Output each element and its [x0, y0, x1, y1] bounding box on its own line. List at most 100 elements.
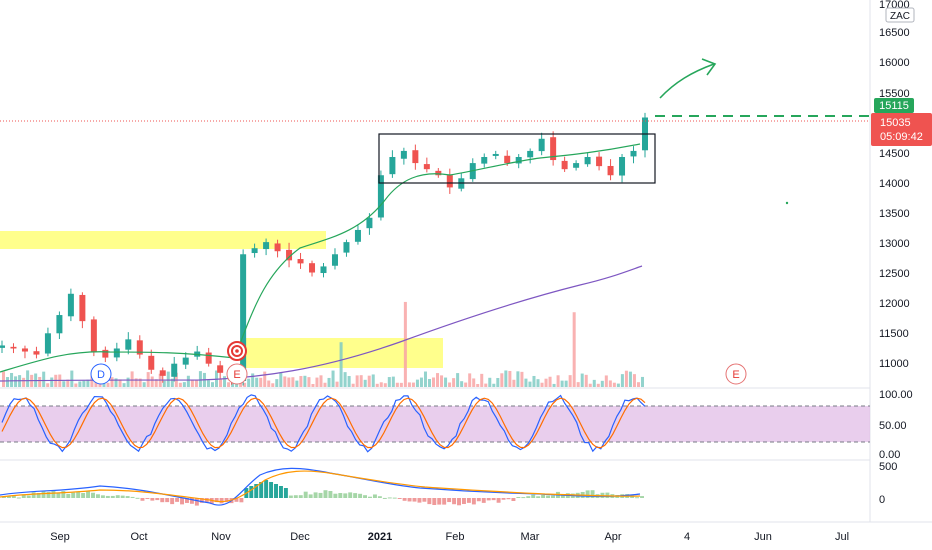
candle-body: [354, 229, 361, 242]
histogram-bar: [402, 498, 407, 501]
volume-bar: [206, 380, 210, 387]
volume-bar: [620, 374, 624, 387]
histogram-bar: [100, 495, 105, 498]
histogram-bar: [180, 498, 185, 505]
volume-bar: [464, 382, 468, 387]
histogram-bar: [41, 491, 46, 498]
price-tick: 15500: [879, 88, 910, 100]
event-marker-label: E: [233, 369, 240, 381]
candle-body: [159, 370, 166, 376]
volume-bar: [367, 375, 371, 387]
candle-body: [0, 345, 5, 348]
candle-body: [481, 157, 488, 164]
histogram-bar: [16, 497, 21, 499]
volume-bar: [436, 373, 440, 387]
volume-bar: [411, 382, 415, 387]
volume-bar: [415, 379, 419, 387]
volume-bar: [263, 371, 267, 387]
histogram-bar: [640, 496, 644, 498]
date-tick: Apr: [604, 531, 621, 543]
volume-bar: [90, 375, 94, 387]
volume-bar: [516, 371, 520, 387]
histogram-bar: [254, 484, 259, 498]
date-tick: Nov: [211, 531, 231, 543]
histogram-bar: [36, 492, 41, 498]
histogram-bar: [358, 493, 363, 498]
candle-body: [182, 357, 189, 365]
event-marker-e-future[interactable]: E: [725, 363, 747, 385]
histogram-bar: [293, 495, 298, 498]
histogram-bar: [175, 498, 180, 502]
candle-body: [412, 150, 419, 164]
histogram-bar: [635, 497, 640, 499]
histogram-bar: [189, 498, 194, 504]
histogram-bar: [313, 492, 318, 498]
event-marker-e[interactable]: E: [226, 363, 248, 385]
histogram-bar: [135, 497, 140, 499]
candle-body: [67, 293, 74, 317]
histogram-bar: [363, 495, 368, 498]
histogram-bar: [353, 493, 358, 498]
volume-bar: [138, 378, 142, 387]
histogram-bar: [387, 497, 392, 499]
price-tick: 12500: [879, 268, 910, 280]
candle-body: [136, 340, 143, 355]
volume-bar: [456, 373, 460, 387]
volume-bar: [407, 382, 411, 387]
volume-bar: [355, 375, 359, 387]
arrow-head-icon: [701, 58, 717, 76]
histogram-bar: [66, 493, 71, 498]
candle-body: [389, 157, 396, 175]
candle-body: [538, 138, 545, 152]
oscillator-band: [0, 406, 870, 442]
volume-bar: [78, 381, 82, 387]
histogram-bar: [382, 497, 387, 499]
oscillator-tick: 50.00: [879, 420, 907, 432]
volume-bar: [468, 373, 472, 387]
candle-body: [274, 243, 281, 252]
volume-bar: [22, 377, 26, 387]
histogram-bar: [551, 495, 555, 498]
volume-bar: [243, 382, 247, 387]
volume-bar: [339, 342, 343, 387]
histogram-bar: [501, 498, 506, 500]
volume-bar: [118, 379, 122, 387]
candle-body: [400, 150, 407, 159]
volume-bar: [331, 370, 335, 387]
histogram-bar: [546, 495, 551, 498]
volume-bar: [219, 379, 223, 387]
volume-bar: [492, 383, 496, 387]
candle-body: [44, 333, 51, 354]
moving-average-slow: [0, 265, 643, 382]
histogram-bar: [165, 498, 170, 503]
volume-bar: [427, 378, 432, 387]
volume-bar: [315, 377, 319, 387]
histogram-bar: [585, 490, 590, 498]
candle-body: [90, 319, 97, 352]
moving-average-fast: [0, 143, 641, 373]
currency-badge[interactable]: [885, 7, 915, 23]
volume-bar: [154, 379, 158, 387]
histogram-bar: [264, 480, 269, 498]
candle-body: [263, 242, 270, 250]
volume-bar: [42, 371, 46, 387]
candle-body: [561, 160, 568, 170]
histogram-bar: [461, 498, 466, 505]
volume-bar: [66, 379, 70, 387]
volume-bar: [504, 370, 508, 387]
event-marker-d[interactable]: D: [90, 363, 112, 385]
histogram-bar: [185, 498, 189, 503]
date-tick: Feb: [446, 531, 465, 543]
histogram-bar: [76, 491, 81, 498]
histogram-bar: [481, 498, 486, 503]
volume-bar: [383, 383, 387, 387]
histogram-bar: [541, 494, 546, 498]
volume-bar: [448, 382, 452, 387]
candle-body: [607, 165, 614, 176]
histogram-bar: [590, 490, 595, 498]
histogram-bar: [506, 498, 511, 500]
volume-bar: [251, 373, 255, 387]
volume-bar: [359, 375, 363, 387]
